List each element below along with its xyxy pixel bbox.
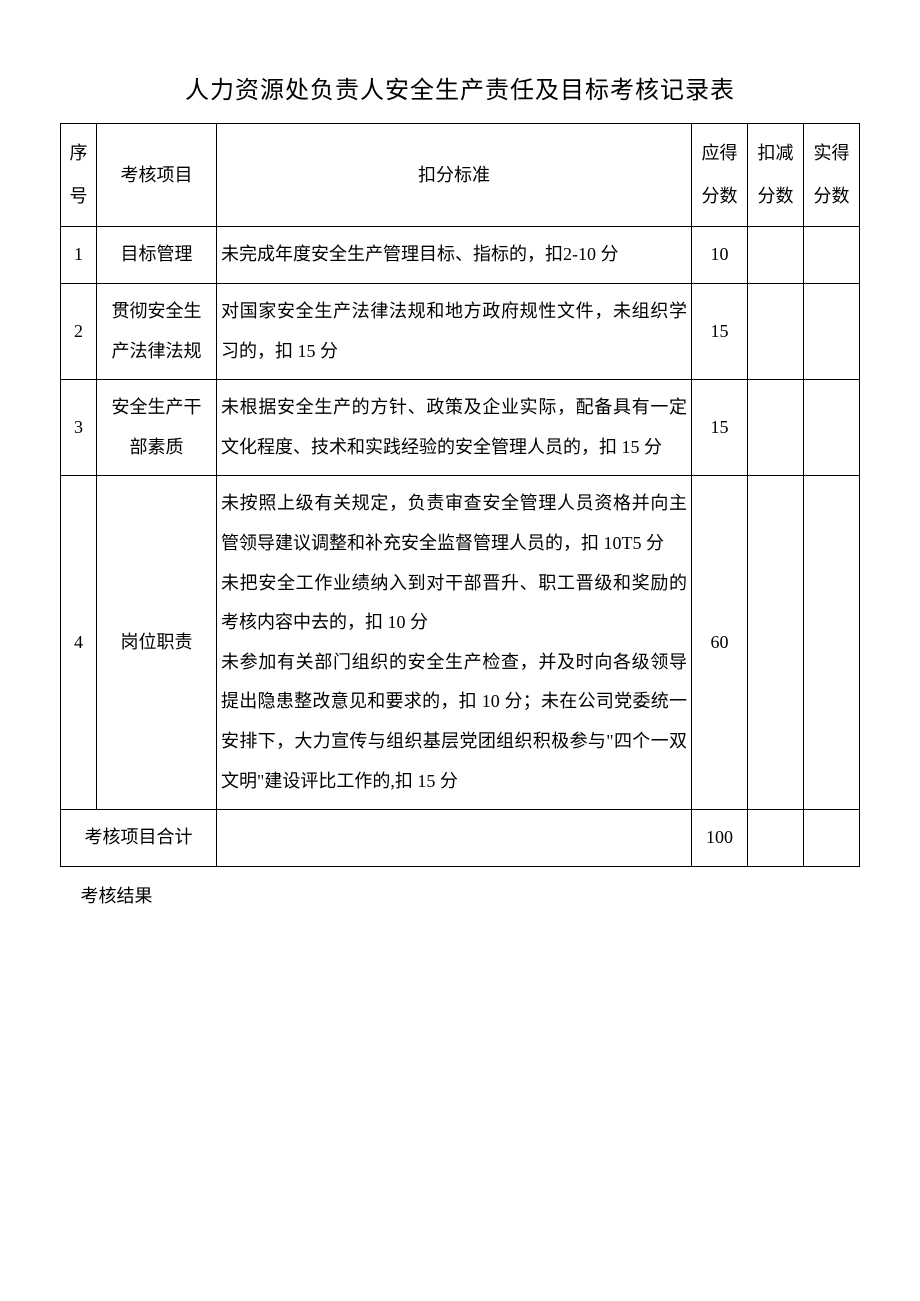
cell-expected-score: 15 [692,283,748,379]
summary-actual-empty [804,810,860,867]
cell-actual-score [804,283,860,379]
cell-criteria: 未根据安全生产的方针、政策及企业实际，配备具有一定文化程度、技术和实践经验的安全… [217,380,692,476]
cell-item: 贯彻安全生产法律法规 [97,283,217,379]
cell-actual-score [804,227,860,284]
cell-criteria: 未完成年度安全生产管理目标、指标的，扣2-10 分 [217,227,692,284]
cell-deduction [748,476,804,810]
cell-seq: 4 [61,476,97,810]
cell-seq: 2 [61,283,97,379]
cell-item: 目标管理 [97,227,217,284]
cell-actual-score [804,380,860,476]
cell-criteria: 对国家安全生产法律法规和地方政府规性文件，未组织学习的，扣 15 分 [217,283,692,379]
cell-deduction [748,380,804,476]
cell-item: 安全生产干部素质 [97,380,217,476]
table-row: 3 安全生产干部素质 未根据安全生产的方针、政策及企业实际，配备具有一定文化程度… [61,380,860,476]
header-deduction: 扣减分数 [748,124,804,227]
header-criteria: 扣分标准 [217,124,692,227]
cell-criteria: 未按照上级有关规定，负责审查安全管理人员资格并向主管领导建议调整和补充安全监督管… [217,476,692,810]
summary-total: 100 [692,810,748,867]
summary-row: 考核项目合计 100 [61,810,860,867]
summary-deduction-empty [748,810,804,867]
header-actual-score: 实得分数 [804,124,860,227]
cell-expected-score: 60 [692,476,748,810]
document-title: 人力资源处负责人安全生产责任及目标考核记录表 [60,70,860,105]
table-row: 2 贯彻安全生产法律法规 对国家安全生产法律法规和地方政府规性文件，未组织学习的… [61,283,860,379]
cell-expected-score: 15 [692,380,748,476]
cell-seq: 3 [61,380,97,476]
cell-actual-score [804,476,860,810]
table-header-row: 序号 考核项目 扣分标准 应得分数 扣减分数 实得分数 [61,124,860,227]
summary-criteria-empty [217,810,692,867]
table-row: 1 目标管理 未完成年度安全生产管理目标、指标的，扣2-10 分 10 [61,227,860,284]
cell-item: 岗位职责 [97,476,217,810]
header-expected-score: 应得分数 [692,124,748,227]
header-seq: 序号 [61,124,97,227]
cell-deduction [748,283,804,379]
header-item: 考核项目 [97,124,217,227]
cell-deduction [748,227,804,284]
result-label: 考核结果 [61,866,860,924]
table-row: 4 岗位职责 未按照上级有关规定，负责审查安全管理人员资格并向主管领导建议调整和… [61,476,860,810]
cell-seq: 1 [61,227,97,284]
cell-expected-score: 10 [692,227,748,284]
summary-label: 考核项目合计 [61,810,217,867]
result-row: 考核结果 [61,866,860,924]
assessment-table: 序号 考核项目 扣分标准 应得分数 扣减分数 实得分数 1 目标管理 未完成年度… [60,123,860,924]
